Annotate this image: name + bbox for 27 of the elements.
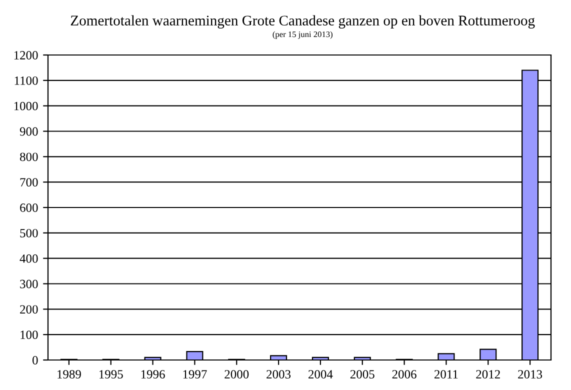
x-tick-label: 2004 <box>308 370 333 379</box>
x-tick-label: 2003 <box>266 370 291 379</box>
y-tick-label: 200 <box>20 305 38 314</box>
y-tick-label: 100 <box>20 330 38 340</box>
y-tick-label: 400 <box>20 254 38 263</box>
x-tick-label: 2011 <box>434 370 458 379</box>
y-tick-label: 1000 <box>14 102 38 110</box>
y-tick-label: 500 <box>20 228 38 238</box>
chart-subtitle: (per 15 juni 2013) <box>272 31 332 39</box>
y-tick-label: 600 <box>20 204 38 212</box>
y-tick-label: 1100 <box>14 76 38 85</box>
x-tick-label: 2006 <box>392 370 416 379</box>
x-tick-label: 1997 <box>183 370 207 379</box>
y-tick-label: 900 <box>20 127 38 136</box>
x-tick-label: 1995 <box>99 370 123 379</box>
y-tick-label: 1200 <box>14 51 38 60</box>
chart-title: Zomertotalen waarnemingen Grote Canadese ganzen op en boven Rottumeroog <box>70 15 535 28</box>
x-tick-label: 2012 <box>476 370 500 379</box>
x-tick-label: 1989 <box>58 370 81 379</box>
x-tick-label: 2005 <box>350 370 374 379</box>
x-tick-label: 1996 <box>141 370 165 379</box>
y-tick-label: 800 <box>20 152 38 162</box>
y-tick-label: 0 <box>32 356 38 364</box>
y-tick-label: 700 <box>20 178 38 187</box>
y-tick-label: 300 <box>20 280 38 288</box>
x-tick-label: 2000 <box>224 370 249 379</box>
x-tick-label: 2013 <box>518 370 542 379</box>
